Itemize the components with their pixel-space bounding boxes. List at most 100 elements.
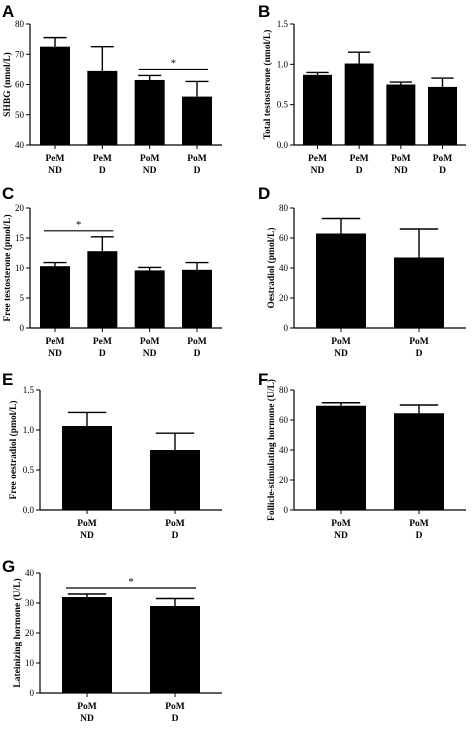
panel-d-y-tick-label: 0 bbox=[284, 323, 289, 333]
panel-a-category-label: PoM bbox=[187, 154, 207, 164]
panel-d-category-label: ND bbox=[334, 349, 348, 359]
panel-c-category-label: PoM bbox=[140, 337, 160, 347]
panel-e-y-tick-label: 0.5 bbox=[23, 465, 35, 475]
panel-f-y-tick-label: 40 bbox=[279, 445, 289, 455]
panel-b-category-label: D bbox=[439, 166, 446, 176]
panel-c-category-label: PoM bbox=[187, 337, 207, 347]
panel-c-category-label: PeM bbox=[93, 337, 112, 347]
panel-g-y-axis-label: Lateinizing hormone (U/L) bbox=[12, 578, 23, 687]
panel-c-category-label: D bbox=[99, 349, 106, 359]
panel-b-category-label: PoM bbox=[391, 154, 411, 164]
panel-c-y-tick-label: 20 bbox=[15, 203, 25, 213]
panel-b-y-tick-label: 0.0 bbox=[277, 140, 289, 150]
panel-g-significance-label: * bbox=[128, 576, 134, 588]
panel-e-y-tick-label: 1.5 bbox=[23, 385, 35, 395]
panel-a-category-label: D bbox=[194, 166, 201, 176]
panel-d-y-axis-label: Oestradiol (pmol/L) bbox=[266, 227, 277, 308]
panel-g-bar bbox=[62, 597, 112, 693]
panel-a-category-label: PoM bbox=[140, 154, 160, 164]
panel-a-bar bbox=[40, 46, 70, 145]
panel-b-bar bbox=[428, 86, 457, 145]
panel-g-y-tick-label: 10 bbox=[25, 658, 35, 668]
panel-d-bar bbox=[316, 233, 366, 328]
panel-d-y-tick-label: 60 bbox=[279, 233, 289, 243]
panel-c-category-label: ND bbox=[48, 349, 62, 359]
panel-c-y-tick-label: 10 bbox=[15, 263, 25, 273]
panel-d-category-label: PoM bbox=[409, 337, 429, 347]
panel-a-category-label: PeM bbox=[93, 154, 112, 164]
panel-b-category-label: PoM bbox=[433, 154, 453, 164]
panel-a-y-tick-label: 50 bbox=[15, 110, 25, 120]
panel-c-category-label: PeM bbox=[46, 337, 65, 347]
panel-b-bar bbox=[303, 74, 332, 145]
panel-e-y-tick-label: 1.0 bbox=[23, 425, 35, 435]
panel-e-category-label: PoM bbox=[77, 519, 97, 529]
panel-a-category-label: PeM bbox=[46, 154, 65, 164]
panel-f-y-tick-label: 60 bbox=[279, 415, 289, 425]
panel-f-bar bbox=[394, 413, 444, 510]
panel-a-bar bbox=[134, 79, 165, 145]
panel-a-bar bbox=[182, 96, 212, 145]
panel-b-category-label: PeM bbox=[350, 154, 369, 164]
panel-e-letter: E bbox=[2, 370, 13, 389]
panel-g-bar bbox=[150, 606, 200, 693]
panel-b-y-tick-label: 0.5 bbox=[277, 100, 289, 110]
panel-a-y-tick-label: 40 bbox=[15, 140, 25, 150]
panel-b-category-label: ND bbox=[311, 166, 325, 176]
panel-b-category-label: ND bbox=[394, 166, 408, 176]
panel-e-category-label: PoM bbox=[165, 519, 185, 529]
panel-a-y-tick-label: 70 bbox=[15, 49, 25, 59]
panel-d-y-tick-label: 20 bbox=[279, 293, 289, 303]
panel-f-letter: F bbox=[258, 370, 268, 389]
panel-c-y-tick-label: 15 bbox=[15, 233, 25, 243]
panel-d-letter: D bbox=[258, 184, 270, 203]
panel-a-letter: A bbox=[2, 2, 14, 21]
panel-g-category-label: D bbox=[172, 714, 179, 724]
panel-d-bar bbox=[394, 257, 444, 328]
panel-g-letter: G bbox=[2, 557, 15, 576]
panel-c-category-label: ND bbox=[143, 349, 157, 359]
panel-g-y-tick-label: 20 bbox=[25, 628, 35, 638]
panel-g-category-label: ND bbox=[80, 714, 94, 724]
panel-b-category-label: D bbox=[356, 166, 363, 176]
panel-f-category-label: PoM bbox=[331, 519, 351, 529]
panel-b-category-label: PeM bbox=[308, 154, 327, 164]
panel-b-bar bbox=[344, 63, 374, 145]
panel-a-significance-label: * bbox=[171, 57, 177, 69]
panel-c-bar bbox=[87, 251, 118, 328]
panel-c-category-label: D bbox=[194, 349, 201, 359]
panel-e-category-label: ND bbox=[80, 531, 94, 541]
panel-d-y-tick-label: 80 bbox=[279, 203, 289, 213]
panel-e-category-label: D bbox=[172, 531, 179, 541]
panel-b-bar bbox=[386, 84, 416, 145]
panel-e-bar bbox=[150, 450, 200, 510]
panel-f-y-tick-label: 0 bbox=[284, 505, 289, 515]
panel-b-y-tick-label: 1.0 bbox=[277, 59, 289, 69]
panel-f-y-axis-label: Follicle-stimulating hormone (U/L) bbox=[266, 379, 277, 521]
panel-a-y-tick-label: 80 bbox=[15, 19, 25, 29]
panel-c-y-axis-label: Free testosterone (pmol/L) bbox=[2, 214, 13, 321]
panel-a-y-tick-label: 60 bbox=[15, 80, 25, 90]
panel-f-category-label: D bbox=[416, 531, 423, 541]
panel-d-category-label: D bbox=[416, 349, 423, 359]
panel-e-y-axis-label: Free oestradiol (pmol/L) bbox=[8, 400, 19, 499]
panel-c-bar bbox=[40, 266, 70, 328]
panel-g-category-label: PoM bbox=[165, 702, 185, 712]
panel-d-category-label: PoM bbox=[331, 337, 351, 347]
panel-c-y-tick-label: 5 bbox=[20, 293, 25, 303]
panel-b-y-axis-label: Total testosterone (nmol/L) bbox=[262, 30, 273, 140]
panel-a-category-label: ND bbox=[48, 166, 62, 176]
panel-f-y-tick-label: 80 bbox=[279, 385, 289, 395]
panel-g-y-tick-label: 40 bbox=[25, 568, 35, 578]
panel-f-category-label: ND bbox=[334, 531, 348, 541]
panel-g-y-tick-label: 30 bbox=[25, 598, 35, 608]
panel-e-y-tick-label: 0.0 bbox=[23, 505, 35, 515]
panel-c-bar bbox=[134, 270, 165, 328]
panel-c-letter: C bbox=[2, 184, 14, 203]
panel-f-bar bbox=[316, 405, 366, 510]
panel-e-bar bbox=[62, 426, 112, 510]
panel-d-y-tick-label: 40 bbox=[279, 263, 289, 273]
panel-b-y-tick-label: 1.5 bbox=[277, 19, 289, 29]
panel-a-category-label: ND bbox=[143, 166, 157, 176]
